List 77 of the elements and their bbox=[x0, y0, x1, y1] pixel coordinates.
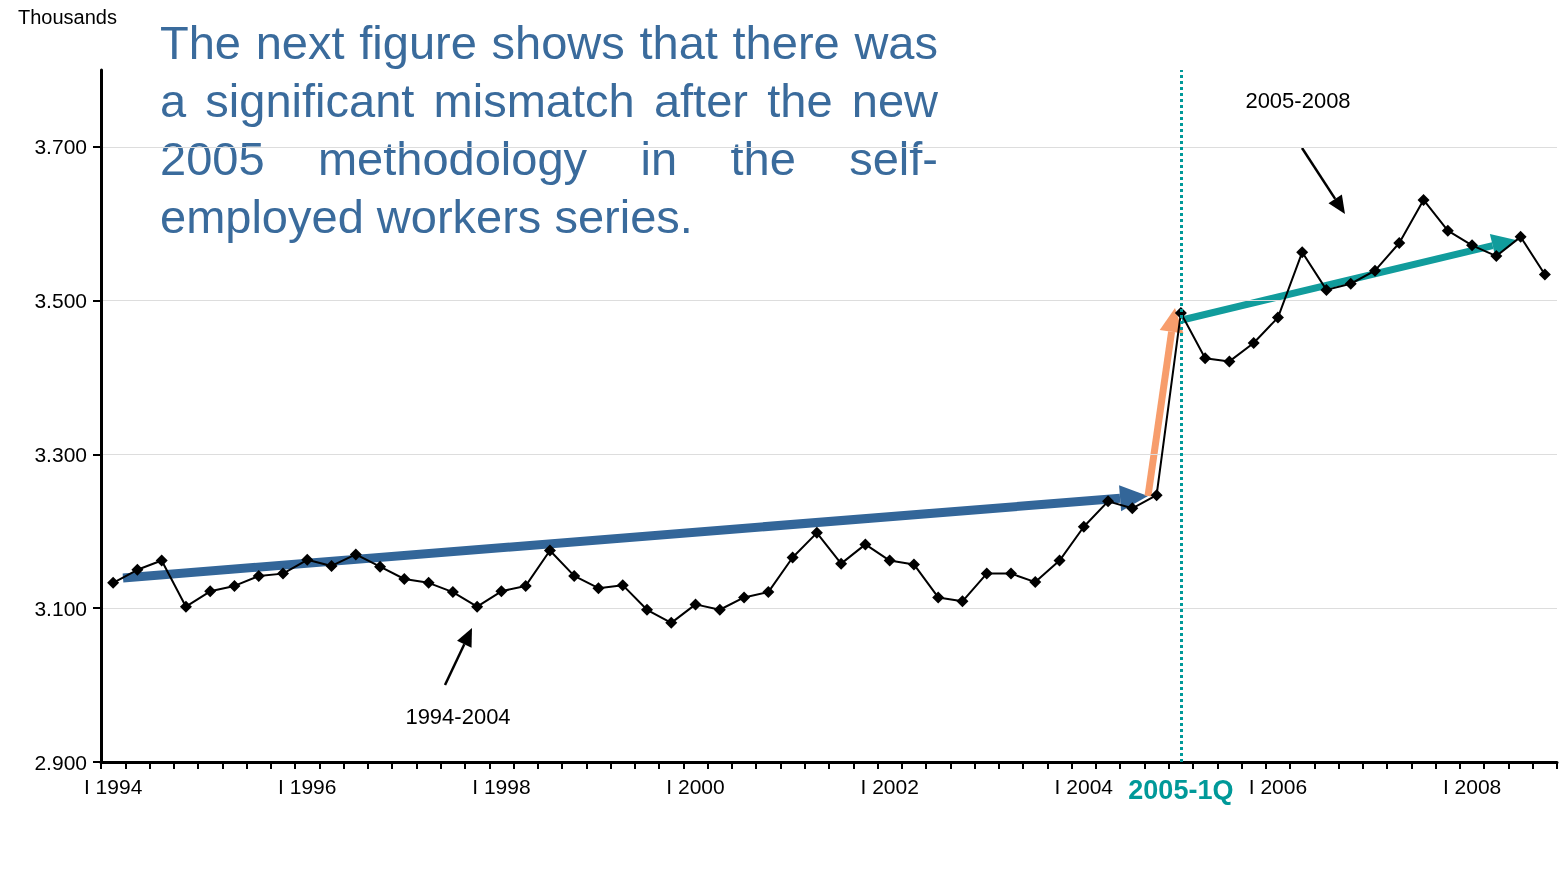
point bbox=[374, 560, 387, 573]
point bbox=[325, 559, 338, 572]
point bbox=[568, 569, 581, 582]
point bbox=[883, 554, 896, 567]
point bbox=[349, 548, 362, 561]
point bbox=[1005, 567, 1017, 580]
point bbox=[446, 586, 459, 599]
point bbox=[1077, 520, 1090, 533]
x-tick-label: I 2008 bbox=[1442, 775, 1502, 798]
point bbox=[762, 586, 775, 599]
y-tick-label: 3.700 bbox=[34, 135, 87, 159]
point bbox=[1393, 237, 1406, 249]
point bbox=[422, 576, 435, 589]
point bbox=[1053, 554, 1066, 567]
x-tick-label: I 1998 bbox=[472, 775, 531, 798]
point bbox=[786, 551, 799, 564]
point bbox=[1247, 336, 1260, 349]
point bbox=[956, 595, 969, 608]
point bbox=[228, 579, 241, 592]
point bbox=[835, 557, 848, 570]
x-tick-label: I 2004 bbox=[1054, 775, 1114, 798]
point bbox=[543, 544, 556, 557]
point bbox=[1296, 246, 1309, 259]
point bbox=[1102, 495, 1115, 508]
point bbox=[471, 600, 484, 613]
point bbox=[641, 603, 653, 616]
x-tick-label: I 2000 bbox=[666, 775, 725, 798]
point bbox=[907, 558, 920, 571]
point bbox=[1029, 576, 1042, 589]
y-axis-title: Thousands bbox=[18, 6, 117, 29]
point bbox=[1126, 502, 1139, 515]
point bbox=[1150, 489, 1163, 502]
point bbox=[592, 582, 605, 595]
point bbox=[665, 616, 678, 629]
y-tick-label: 2.900 bbox=[34, 750, 87, 774]
point bbox=[131, 563, 144, 576]
point bbox=[980, 567, 993, 580]
point bbox=[616, 579, 629, 592]
point bbox=[107, 576, 120, 589]
annotation: 2005-2008 bbox=[1245, 88, 1351, 114]
point bbox=[713, 603, 726, 616]
point bbox=[1199, 352, 1212, 365]
point bbox=[1223, 355, 1236, 368]
point bbox=[398, 573, 411, 585]
point bbox=[252, 569, 265, 582]
y-tick-label: 3.300 bbox=[34, 442, 87, 466]
point bbox=[689, 598, 702, 611]
point bbox=[1417, 193, 1430, 206]
x-tick-label: I 2002 bbox=[860, 775, 919, 798]
point bbox=[1369, 264, 1381, 277]
point bbox=[1441, 224, 1454, 237]
point bbox=[1490, 250, 1503, 263]
point bbox=[1466, 239, 1479, 252]
x-tick-label: I 2006 bbox=[1248, 775, 1308, 798]
point bbox=[1271, 311, 1284, 324]
point bbox=[155, 554, 168, 567]
y-tick-label: 3.500 bbox=[34, 289, 87, 313]
annotation: 1994-2004 bbox=[405, 704, 511, 730]
point bbox=[519, 579, 532, 592]
point bbox=[1344, 277, 1357, 290]
point bbox=[738, 591, 751, 604]
point bbox=[1320, 283, 1333, 296]
text: The next figure shows that there was a significant mismatch after the new 2005 methodology in the self-employed workers series. bbox=[160, 15, 938, 245]
point bbox=[1514, 230, 1527, 243]
point bbox=[179, 600, 192, 613]
point bbox=[495, 585, 508, 598]
point bbox=[277, 567, 289, 580]
point bbox=[301, 553, 314, 566]
x-tick-label: 2005-1Q bbox=[1128, 774, 1234, 805]
x-tick-label: I 1994 bbox=[83, 775, 143, 798]
x-tick-label: I 1996 bbox=[278, 775, 337, 798]
y-tick-label: 3.100 bbox=[34, 596, 87, 620]
point bbox=[1538, 268, 1551, 281]
point bbox=[932, 591, 945, 604]
point bbox=[810, 526, 823, 539]
point bbox=[204, 585, 217, 598]
point bbox=[859, 538, 872, 551]
